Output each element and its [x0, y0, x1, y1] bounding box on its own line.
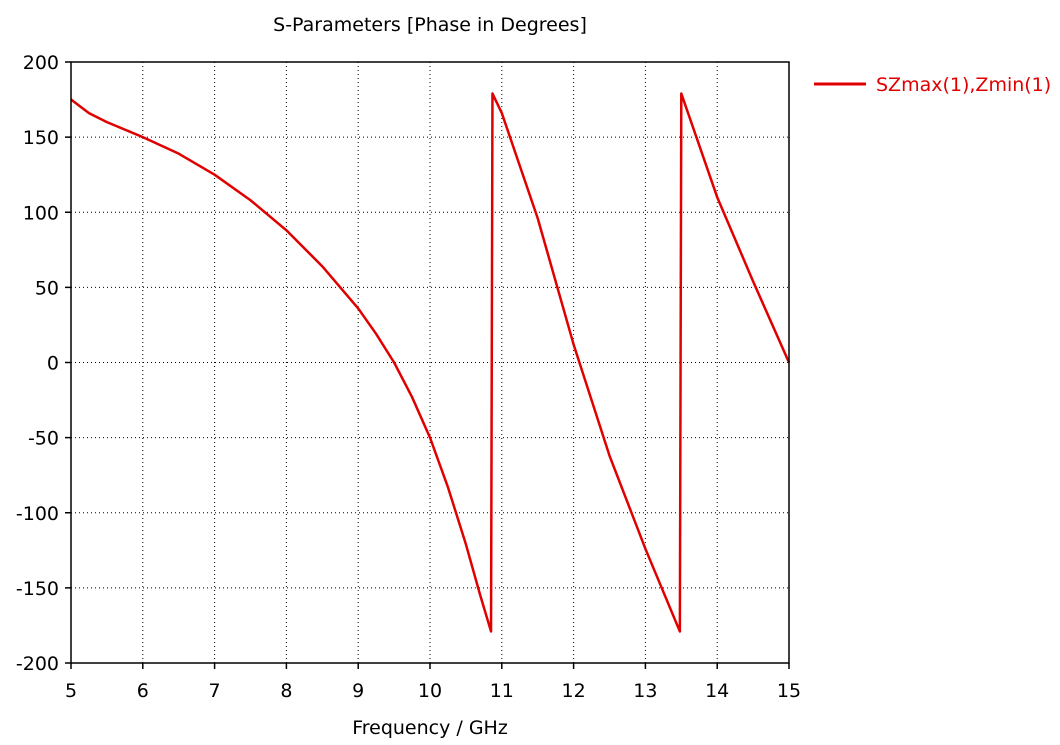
legend-label: SZmax(1),Zmin(1)	[876, 74, 1051, 96]
x-axis-title: Frequency / GHz	[352, 717, 508, 739]
x-tick-label: 12	[562, 680, 586, 702]
y-tick-label: 100	[23, 202, 59, 224]
y-tick-label: -50	[28, 428, 59, 450]
x-tick-label: 13	[633, 680, 657, 702]
series-lines	[70, 92, 791, 633]
legend: SZmax(1),Zmin(1)	[814, 74, 1051, 96]
chart-title: S-Parameters [Phase in Degrees]	[273, 14, 587, 36]
x-tick-label: 11	[490, 680, 514, 702]
y-tick-label: -100	[16, 503, 59, 525]
tick-marks	[65, 61, 790, 669]
y-tick-label: 150	[23, 127, 59, 149]
x-tick-label: 5	[65, 680, 77, 702]
x-tick-label: 15	[777, 680, 801, 702]
plot-frame	[70, 61, 790, 664]
y-tick-label: 50	[35, 277, 59, 299]
y-tick-label: 0	[47, 353, 59, 375]
x-tick-label: 8	[280, 680, 292, 702]
y-tick-label: 200	[23, 52, 59, 74]
x-tick-label: 10	[418, 680, 442, 702]
x-tick-labels: 5 6 7 8 9 10 11 12 13 14 15	[65, 680, 801, 702]
x-tick-label: 6	[137, 680, 149, 702]
x-tick-label: 7	[209, 680, 221, 702]
y-tick-label: -200	[16, 653, 59, 675]
y-tick-labels: 200 150 100 50 0 -50 -100 -150 -200	[16, 52, 59, 675]
y-tick-label: -150	[16, 578, 59, 600]
x-tick-label: 9	[352, 680, 364, 702]
series-line	[70, 92, 791, 633]
grid-lines	[71, 62, 789, 663]
x-tick-label: 14	[705, 680, 729, 702]
